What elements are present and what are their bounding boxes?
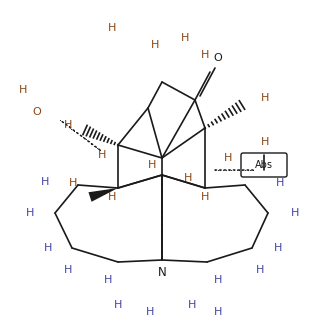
Text: H: H — [291, 208, 299, 218]
Text: H: H — [261, 93, 269, 103]
Text: H: H — [214, 275, 222, 285]
Text: H: H — [201, 192, 209, 202]
Text: H: H — [41, 177, 49, 187]
Text: H: H — [98, 150, 106, 160]
Text: H: H — [261, 137, 269, 147]
Text: H: H — [108, 23, 116, 33]
Text: H: H — [69, 178, 77, 188]
Text: O: O — [33, 107, 41, 117]
Text: H: H — [64, 120, 72, 130]
Text: H: H — [256, 265, 264, 275]
Text: H: H — [148, 160, 156, 170]
Text: H: H — [26, 208, 34, 218]
Text: O: O — [214, 53, 222, 63]
Text: H: H — [114, 300, 122, 310]
Text: H: H — [19, 85, 27, 95]
Text: H: H — [274, 243, 282, 253]
Text: H: H — [188, 300, 196, 310]
Text: H: H — [224, 153, 232, 163]
Text: H: H — [104, 275, 112, 285]
Text: H: H — [184, 173, 192, 183]
Text: H: H — [201, 50, 209, 60]
Text: H: H — [44, 243, 52, 253]
Polygon shape — [88, 188, 118, 202]
Text: H: H — [64, 265, 72, 275]
Text: H: H — [146, 307, 154, 317]
FancyBboxPatch shape — [241, 153, 287, 177]
Text: H: H — [151, 40, 159, 50]
Text: H: H — [108, 192, 116, 202]
Text: H: H — [276, 178, 284, 188]
Text: N: N — [157, 265, 167, 279]
Text: H: H — [214, 307, 222, 317]
Text: Abs: Abs — [255, 160, 273, 170]
Text: H: H — [181, 33, 189, 43]
